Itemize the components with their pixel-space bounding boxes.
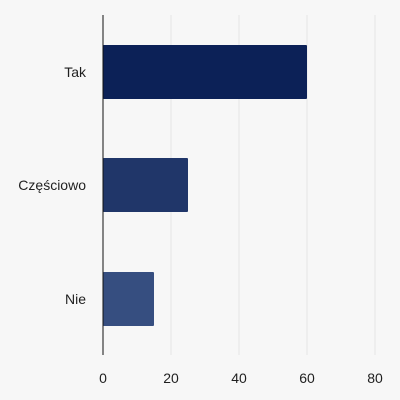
x-tick-label: 60	[299, 370, 315, 386]
x-tick-label: 0	[99, 370, 107, 386]
bar-2	[103, 272, 154, 326]
y-tick-label: Nie	[65, 291, 86, 307]
y-tick-labels: Tak Częściowo Nie	[18, 64, 87, 307]
x-tick-label: 80	[367, 370, 383, 386]
bars	[103, 45, 307, 326]
x-tick-labels: 0 20 40 60 80	[99, 370, 383, 386]
x-tick-label: 40	[231, 370, 247, 386]
x-tick-label: 20	[163, 370, 179, 386]
bar-1	[103, 158, 188, 212]
y-tick-label: Tak	[64, 64, 87, 80]
y-tick-label: Częściowo	[18, 177, 86, 193]
bar-0	[103, 45, 307, 99]
